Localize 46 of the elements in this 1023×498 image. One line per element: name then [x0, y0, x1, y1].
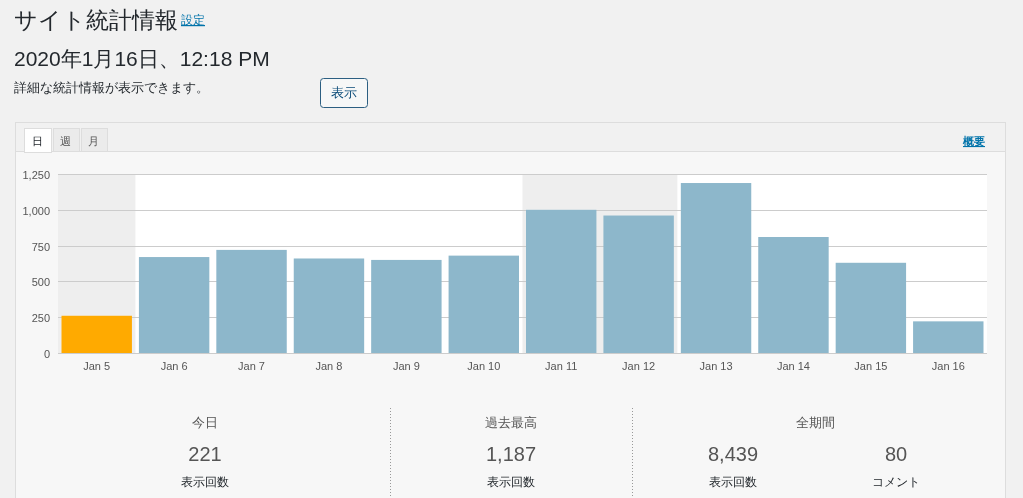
text: 過去最高 [485, 415, 537, 430]
x-tick-label: Jan 13 [699, 360, 733, 372]
x-tick-label: Jan 6 [160, 360, 188, 372]
text: 表示 [330, 85, 357, 100]
x-tick-label: Jan 10 [467, 360, 501, 372]
x-tick-label: Jan 16 [931, 360, 965, 372]
text: 概要 [962, 135, 985, 147]
text: 今日 [192, 415, 218, 430]
text: 日 [32, 135, 43, 147]
bar [293, 258, 365, 353]
x-tick-label: Jan 5 [83, 360, 111, 372]
chart-title: サイト統計情報 [14, 7, 178, 33]
text: 80 [884, 443, 908, 465]
bar [371, 259, 442, 353]
y-tick-label: 250 [31, 311, 50, 324]
x-tick-label: Jan 12 [622, 360, 656, 372]
y-tick-label: 1,250 [22, 168, 50, 181]
y-tick-label: 0 [43, 347, 50, 360]
y-tick-label: 500 [31, 275, 50, 288]
text: 表示回数 [181, 475, 229, 489]
bar [913, 321, 984, 353]
bar [216, 249, 287, 353]
y-tick-label: 1,000 [22, 204, 50, 217]
bar [835, 262, 907, 353]
text: 表示回数 [487, 475, 535, 489]
bar [61, 315, 132, 353]
text: 8,439 [707, 443, 759, 465]
x-tick-label: Jan 9 [392, 360, 420, 372]
x-tick-label: Jan 11 [545, 360, 578, 372]
x-tick-label: Jan 8 [315, 360, 343, 372]
text: 週 [60, 135, 71, 147]
text: 設定 [181, 13, 205, 27]
x-tick-label: Jan 14 [776, 360, 810, 372]
text: 221 [188, 443, 222, 465]
x-tick-label: Jan 15 [854, 360, 888, 372]
text: 詳細な統計情報が表示できます。 [14, 81, 209, 95]
text: 全期間 [795, 415, 835, 430]
text: 1,187 [485, 443, 537, 465]
x-tick-label: Jan 7 [238, 360, 265, 372]
text: 表示回数 [709, 475, 757, 489]
chart-subtitle: 2020年1月16日、12:18 PM [14, 47, 270, 70]
bar [448, 255, 519, 353]
y-tick-label: 750 [31, 240, 50, 253]
text: コメント [872, 475, 920, 489]
text: 月 [88, 135, 99, 147]
bar [758, 237, 829, 353]
